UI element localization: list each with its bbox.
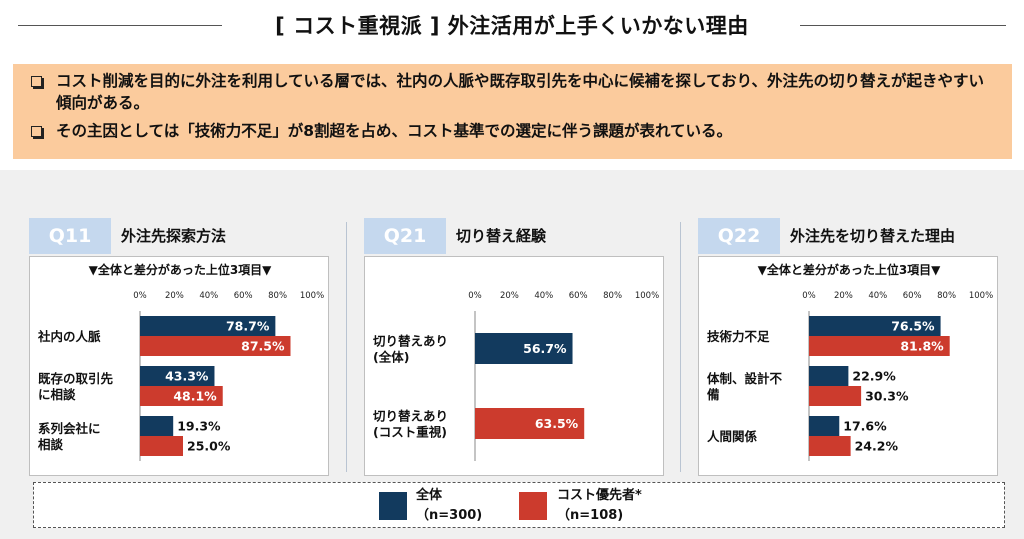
title-row: [ コスト重視派 ] 外注活用が上手くいかない理由	[0, 8, 1024, 42]
summary-bullet: コスト削減を目的に外注を利用している層では、社内の人脈や既存取引先を中心に候補を…	[27, 70, 998, 114]
category-label: (全体)	[373, 350, 409, 365]
x-tick-label: 100%	[300, 291, 324, 301]
data-label: 24.2%	[855, 439, 899, 454]
summary-bullet-text: コスト削減を目的に外注を利用している層では、社内の人脈や既存取引先を中心に候補を…	[56, 72, 984, 112]
panel-header: Q11 外注先探索方法	[29, 218, 349, 254]
legend-count: （n=300)	[416, 508, 483, 523]
bar-all	[809, 366, 849, 386]
legend: 全体 （n=300) コスト優先者* （n=108)	[33, 482, 1005, 528]
legend-label: コスト優先者*	[557, 488, 642, 503]
bar-cost	[140, 386, 223, 406]
category-label: に相談	[38, 387, 76, 402]
panel-header: Q22 外注先を切り替えた理由	[698, 218, 1018, 254]
checkbox-bullet-icon	[31, 126, 42, 137]
panel-divider	[346, 222, 347, 472]
data-label: 19.3%	[177, 419, 221, 434]
bar-cost	[809, 386, 862, 406]
x-tick-label: 60%	[569, 291, 588, 301]
x-tick-label: 0%	[133, 291, 147, 301]
bar-cost	[140, 336, 291, 356]
summary-box: コスト削減を目的に外注を利用している層では、社内の人脈や既存取引先を中心に候補を…	[13, 64, 1012, 159]
data-label: 43.3%	[165, 369, 209, 384]
data-label: 17.6%	[843, 419, 887, 434]
x-tick-label: 100%	[635, 291, 659, 301]
data-label: 81.8%	[900, 339, 944, 354]
category-label: 切り替えあり	[373, 409, 448, 424]
x-tick-label: 80%	[268, 291, 287, 301]
bar-chart-q22: ▼全体と差分があった上位3項目▼ 0% 20% 40% 60% 80% 100% 76.5% 8…	[707, 262, 993, 461]
page-title: [ コスト重視派 ] 外注活用が上手くいかない理由	[275, 14, 749, 38]
bar-chart-q21: 0% 20% 40% 60% 80% 100%56.7%切り替えあり(全体)63.5%切り…	[373, 291, 659, 461]
bar-all	[475, 333, 573, 364]
legend-swatch-all	[379, 492, 407, 520]
chart-box: ▼全体と差分があった上位3項目▼ 0% 20% 40% 60% 80% 100% 78.7% 8…	[29, 256, 329, 476]
x-tick-label: 80%	[603, 291, 622, 301]
category-label: 系列会社に	[38, 421, 101, 436]
category-label: 切り替えあり	[373, 334, 448, 349]
data-label: 78.7%	[226, 319, 270, 334]
legend-swatch-cost	[519, 492, 547, 520]
category-label: 技術力不足	[707, 329, 770, 344]
data-label: 25.0%	[187, 439, 231, 454]
data-label: 63.5%	[535, 416, 579, 431]
chart-box: ▼全体と差分があった上位3項目▼ 0% 20% 40% 60% 80% 100% 76.5% 8…	[698, 256, 998, 476]
x-tick-label: 0%	[468, 291, 482, 301]
x-tick-label: 20%	[165, 291, 184, 301]
bar-all	[140, 366, 215, 386]
category-label: 社内の人脈	[37, 329, 101, 344]
x-tick-label: 20%	[500, 291, 519, 301]
category-label: 備	[707, 387, 720, 402]
x-tick-label: 40%	[868, 291, 887, 301]
bar-cost	[475, 408, 585, 439]
x-tick-label: 40%	[199, 291, 218, 301]
panel-title: 切り替え経験	[456, 227, 547, 245]
summary-bullet-text: その主因としては「技術力不足」が8割超を占め、コスト基準での選定に伴う課題が表れ…	[56, 122, 733, 140]
chart-subtitle: ▼全体と差分があった上位3項目▼	[89, 262, 273, 277]
chart-box: 0% 20% 40% 60% 80% 100% 56.7% 切り替えあり (全体) 63.5% 切り…	[364, 256, 664, 476]
x-tick-label: 80%	[937, 291, 956, 301]
x-tick-label: 20%	[834, 291, 853, 301]
data-label: 87.5%	[241, 339, 285, 354]
panel-divider	[680, 222, 681, 472]
bar-all	[809, 316, 941, 336]
bar-cost	[140, 436, 183, 456]
bar-all	[140, 416, 174, 436]
category-label: 既存の取引先	[38, 371, 114, 386]
panel-header: Q21 切り替え経験	[364, 218, 684, 254]
title-rule-right	[800, 25, 1006, 26]
bar-all	[809, 416, 840, 436]
legend-count: （n=108)	[557, 508, 624, 523]
data-label: 30.3%	[865, 389, 909, 404]
x-tick-label: 60%	[903, 291, 922, 301]
question-badge: Q21	[364, 218, 446, 254]
question-badge: Q22	[698, 218, 780, 254]
bar-cost	[809, 436, 851, 456]
summary-bullet: その主因としては「技術力不足」が8割超を占め、コスト基準での選定に伴う課題が表れ…	[27, 120, 998, 142]
category-label: 体制、設計不	[707, 371, 783, 386]
x-tick-label: 100%	[969, 291, 993, 301]
x-tick-label: 60%	[234, 291, 253, 301]
category-label: (コスト重視)	[373, 425, 447, 440]
category-label: 相談	[38, 437, 64, 452]
title-rule-left	[18, 25, 222, 26]
data-label: 76.5%	[891, 319, 935, 334]
x-tick-label: 0%	[802, 291, 816, 301]
bar-all	[140, 316, 276, 336]
data-label: 48.1%	[173, 389, 217, 404]
bar-cost	[809, 336, 950, 356]
bar-chart-q11: ▼全体と差分があった上位3項目▼ 0% 20% 40% 60% 80% 100% 78.7% 8…	[37, 262, 324, 461]
data-label: 56.7%	[523, 341, 567, 356]
panel-title: 外注先を切り替えた理由	[790, 227, 956, 245]
legend-label: 全体	[416, 488, 443, 503]
x-tick-label: 40%	[534, 291, 553, 301]
chart-subtitle: ▼全体と差分があった上位3項目▼	[758, 262, 942, 277]
category-label: 人間関係	[707, 429, 758, 444]
checkbox-bullet-icon	[31, 76, 42, 87]
panel-title: 外注先探索方法	[121, 227, 227, 245]
data-label: 22.9%	[852, 369, 896, 384]
question-badge: Q11	[29, 218, 111, 254]
